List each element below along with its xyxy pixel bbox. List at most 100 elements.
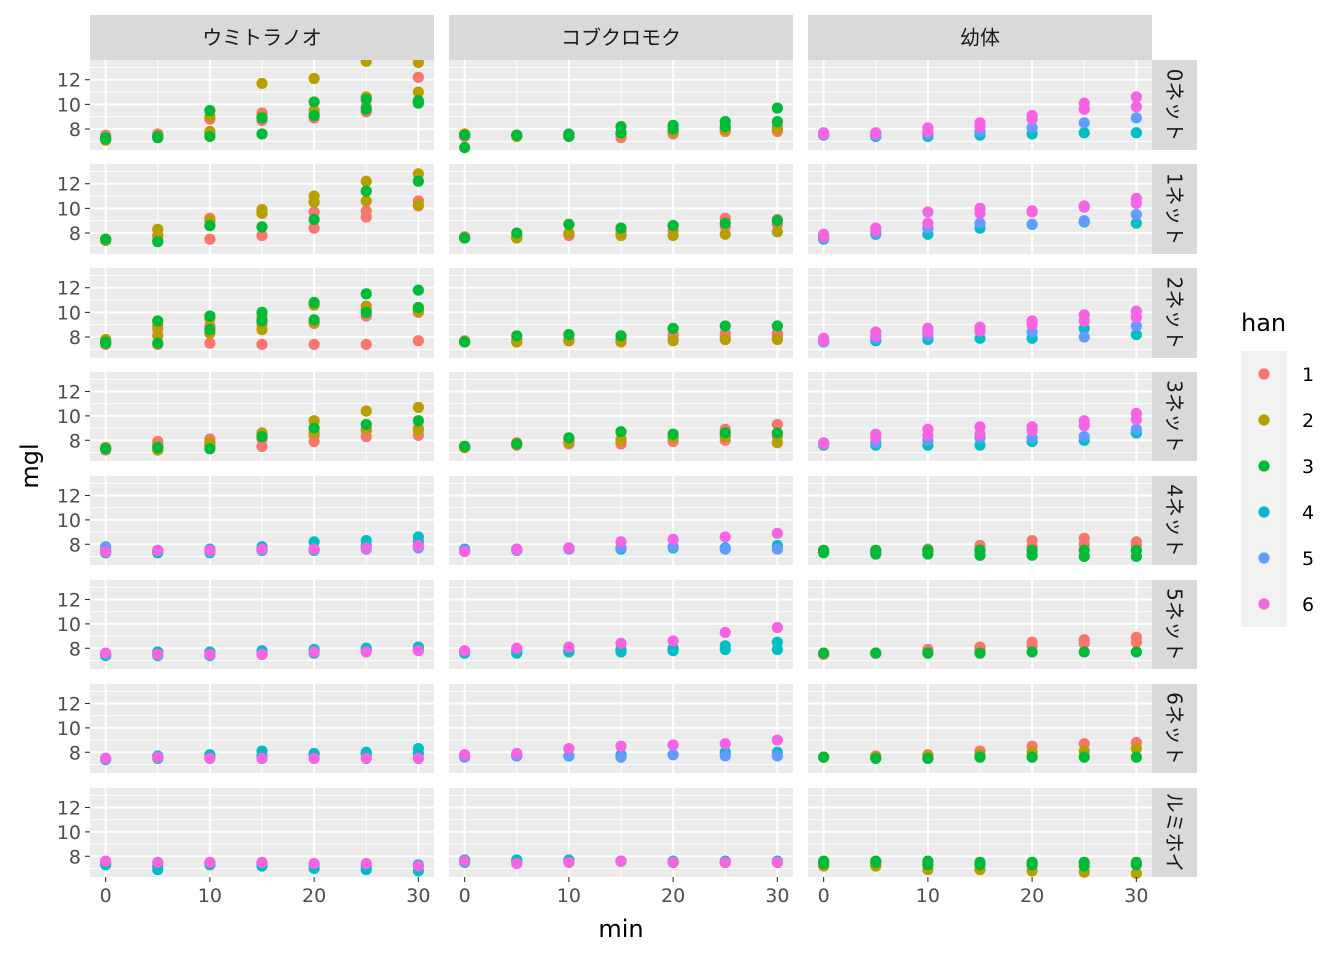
data-point xyxy=(412,860,424,872)
x-tick-label: 10 xyxy=(916,885,940,907)
data-point xyxy=(1026,218,1038,231)
y-tick-label: 10 xyxy=(57,198,81,220)
x-tick-label: 0 xyxy=(100,885,112,907)
data-point xyxy=(563,743,575,755)
panel-points xyxy=(818,91,1142,143)
data-point xyxy=(100,545,112,558)
data-point xyxy=(204,856,216,868)
data-point xyxy=(1078,97,1090,109)
data-point xyxy=(870,432,882,444)
data-point xyxy=(1130,751,1142,763)
data-point xyxy=(719,427,731,439)
panel-points xyxy=(100,641,424,662)
panel-points xyxy=(459,527,783,558)
data-point xyxy=(308,196,320,208)
data-point xyxy=(308,646,320,658)
data-point xyxy=(771,543,783,555)
data-point xyxy=(818,647,830,659)
data-point xyxy=(563,542,575,554)
data-point xyxy=(771,750,783,762)
y-tick-label: 10 xyxy=(57,614,81,636)
data-point xyxy=(667,335,679,347)
data-point xyxy=(360,288,372,300)
data-point xyxy=(1130,197,1142,210)
data-point xyxy=(511,642,523,654)
data-point xyxy=(204,130,216,143)
data-point xyxy=(459,141,471,154)
data-point xyxy=(1130,646,1142,658)
legend-key-point xyxy=(1258,506,1270,518)
data-point xyxy=(152,132,164,144)
data-point xyxy=(974,217,986,229)
row-strip-label: 2ネット xyxy=(1163,277,1187,350)
data-point xyxy=(771,333,783,346)
data-point xyxy=(615,637,627,649)
data-point xyxy=(1130,859,1142,871)
data-point xyxy=(922,647,934,659)
data-point xyxy=(1026,549,1038,561)
data-point xyxy=(615,222,627,234)
data-point xyxy=(1130,867,1142,879)
data-point xyxy=(1078,431,1090,443)
data-point xyxy=(615,855,627,867)
data-point xyxy=(1130,413,1142,426)
data-point xyxy=(256,648,268,660)
data-point xyxy=(412,401,424,413)
y-tick-label: 8 xyxy=(69,638,81,660)
data-point xyxy=(308,109,320,122)
data-point xyxy=(256,77,268,90)
data-point xyxy=(1130,328,1142,341)
data-point xyxy=(412,531,424,543)
data-point xyxy=(1130,636,1142,648)
data-point xyxy=(615,330,627,342)
x-tick-label: 0 xyxy=(459,885,471,907)
data-point xyxy=(974,647,986,659)
panel-points xyxy=(100,743,424,766)
data-point xyxy=(719,543,731,555)
data-point xyxy=(771,636,783,648)
data-point xyxy=(256,752,268,764)
data-point xyxy=(256,856,268,868)
panel-points xyxy=(818,631,1142,660)
x-tick-label: 20 xyxy=(302,885,326,907)
data-point xyxy=(771,621,783,634)
panel-points xyxy=(459,854,783,870)
data-point xyxy=(563,856,575,868)
y-tick-label: 10 xyxy=(57,510,81,532)
data-point xyxy=(1130,91,1142,103)
data-point xyxy=(974,325,986,337)
data-point xyxy=(719,333,731,346)
data-point xyxy=(152,751,164,763)
legend-title: han xyxy=(1241,309,1286,337)
data-point xyxy=(459,336,471,348)
y-tick-label: 8 xyxy=(69,846,81,868)
data-point xyxy=(511,227,523,239)
data-point xyxy=(667,749,679,761)
column-strip xyxy=(449,15,793,60)
y-tick-label: 12 xyxy=(57,798,81,820)
data-point xyxy=(974,549,986,561)
data-point xyxy=(511,857,523,870)
data-point xyxy=(1130,217,1142,229)
data-point xyxy=(1026,205,1038,217)
y-tick-label: 8 xyxy=(69,742,81,764)
legend-item-label: 2 xyxy=(1302,410,1314,432)
data-point xyxy=(1078,215,1090,227)
data-point xyxy=(511,747,523,760)
x-tick-label: 20 xyxy=(1020,885,1044,907)
data-point xyxy=(308,296,320,309)
data-point xyxy=(412,95,424,107)
data-point xyxy=(412,175,424,187)
data-point xyxy=(1078,550,1090,563)
column-strip-label: コブクロモク xyxy=(561,26,681,50)
data-point xyxy=(152,315,164,327)
data-point xyxy=(667,533,679,545)
data-point xyxy=(360,103,372,115)
data-point xyxy=(308,96,320,108)
row-strip xyxy=(1152,476,1197,565)
data-point xyxy=(1078,860,1090,872)
data-point xyxy=(1130,423,1142,435)
data-point xyxy=(1130,550,1142,563)
data-point xyxy=(459,855,471,867)
facet-panel xyxy=(808,476,1152,565)
